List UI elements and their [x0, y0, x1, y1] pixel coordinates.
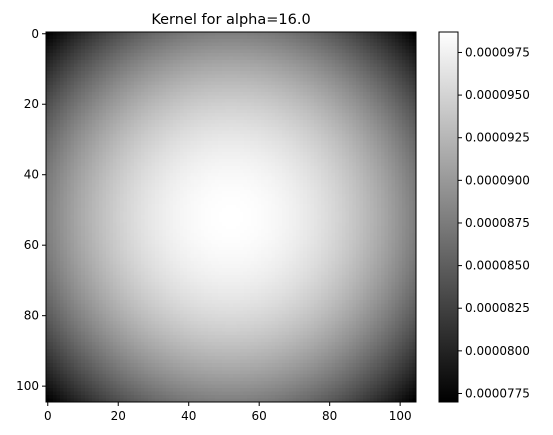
colorbar-tick-label: 0.0000850 — [465, 259, 530, 273]
y-tick-label: 60 — [24, 238, 39, 252]
y-tick-label: 100 — [16, 379, 39, 393]
colorbar-tick-label: 0.0000925 — [465, 131, 530, 145]
y-tick-label: 40 — [24, 168, 39, 182]
x-tick-label: 100 — [389, 409, 412, 423]
colorbar-tick-label: 0.0000775 — [465, 386, 530, 400]
y-axis: 0 20 40 60 80 100 — [16, 27, 46, 393]
x-tick-label: 80 — [322, 409, 337, 423]
colorbar-tick-label: 0.0000825 — [465, 301, 530, 315]
x-tick-label: 20 — [111, 409, 126, 423]
colorbar-tick-label: 0.0000875 — [465, 216, 530, 230]
heatmap — [45, 31, 417, 403]
x-tick-label: 0 — [44, 409, 52, 423]
chart-title: Kernel for alpha=16.0 — [151, 12, 310, 28]
heatmap-image — [46, 32, 416, 402]
y-tick-label: 20 — [24, 97, 39, 111]
colorbar-tick-label: 0.0000900 — [465, 173, 530, 187]
x-axis: 0 20 40 60 80 100 — [44, 402, 412, 423]
y-tick-label: 0 — [31, 27, 39, 41]
colorbar-frame — [438, 31, 459, 403]
colorbar: 0.0000775 0.0000800 0.0000825 0.0000850 0.00… — [438, 31, 530, 403]
heatmap-frame — [45, 31, 417, 403]
colorbar-gradient — [439, 32, 458, 402]
y-tick-label: 80 — [24, 309, 39, 323]
colorbar-tick-label: 0.0000950 — [465, 88, 530, 102]
colorbar-ticks: 0.0000775 0.0000800 0.0000825 0.0000850 0.00… — [458, 45, 530, 400]
colorbar-tick-label: 0.0000975 — [465, 45, 530, 59]
x-tick-label: 40 — [181, 409, 196, 423]
heatmap-image-frame — [46, 32, 416, 402]
colorbar-tick-label: 0.0000800 — [465, 344, 530, 358]
x-tick-label: 60 — [252, 409, 267, 423]
